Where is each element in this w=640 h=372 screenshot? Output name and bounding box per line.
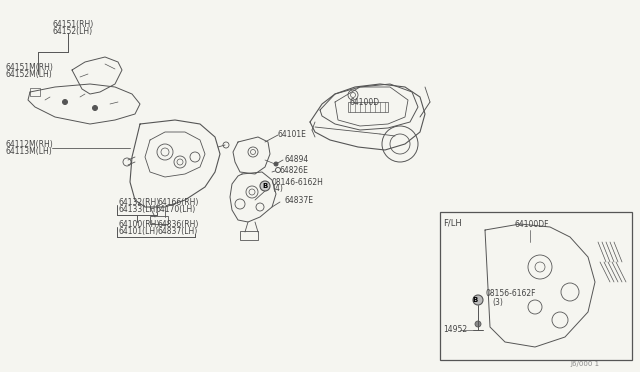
Text: J6/000 1: J6/000 1 xyxy=(570,361,599,367)
Text: 64100D: 64100D xyxy=(350,97,380,106)
Text: 64132(RH): 64132(RH) xyxy=(118,198,159,206)
Bar xyxy=(150,216,168,224)
Text: (4): (4) xyxy=(272,183,283,192)
Text: 64101E: 64101E xyxy=(278,129,307,138)
Text: 64152M(LH): 64152M(LH) xyxy=(5,70,52,78)
Text: 64151(RH): 64151(RH) xyxy=(52,19,93,29)
Text: 64101(LH): 64101(LH) xyxy=(118,227,158,235)
Circle shape xyxy=(63,99,67,105)
Text: 08146-6162H: 08146-6162H xyxy=(272,177,324,186)
Text: 64133(LH): 64133(LH) xyxy=(118,205,158,214)
Text: 64100DF: 64100DF xyxy=(515,219,550,228)
Text: 64170(LH): 64170(LH) xyxy=(155,205,195,214)
Circle shape xyxy=(274,162,278,166)
Text: 64152(LH): 64152(LH) xyxy=(52,26,92,35)
Text: 64100(RH): 64100(RH) xyxy=(118,219,159,228)
Circle shape xyxy=(475,321,481,327)
Circle shape xyxy=(260,181,270,191)
Text: (3): (3) xyxy=(492,298,503,307)
Circle shape xyxy=(93,106,97,110)
Text: 08156-6162F: 08156-6162F xyxy=(486,289,536,298)
Circle shape xyxy=(473,295,483,305)
Text: 64837(LH): 64837(LH) xyxy=(158,227,198,235)
Bar xyxy=(240,231,258,240)
Bar xyxy=(348,102,388,112)
Text: 14952: 14952 xyxy=(443,326,467,334)
Text: 64894: 64894 xyxy=(285,154,309,164)
Text: 64166(RH): 64166(RH) xyxy=(158,198,200,206)
Bar xyxy=(440,212,632,360)
Text: 64151M(RH): 64151M(RH) xyxy=(5,62,53,71)
Text: 64113M(LH): 64113M(LH) xyxy=(5,147,52,155)
Text: 64826E: 64826E xyxy=(280,166,309,174)
Text: 64837E: 64837E xyxy=(285,196,314,205)
Text: B: B xyxy=(262,183,268,189)
Bar xyxy=(30,88,40,96)
Text: F/LH: F/LH xyxy=(443,218,461,227)
Text: B: B xyxy=(472,297,477,303)
Text: 64112M(RH): 64112M(RH) xyxy=(5,140,52,148)
Text: 64836(RH): 64836(RH) xyxy=(158,219,200,228)
